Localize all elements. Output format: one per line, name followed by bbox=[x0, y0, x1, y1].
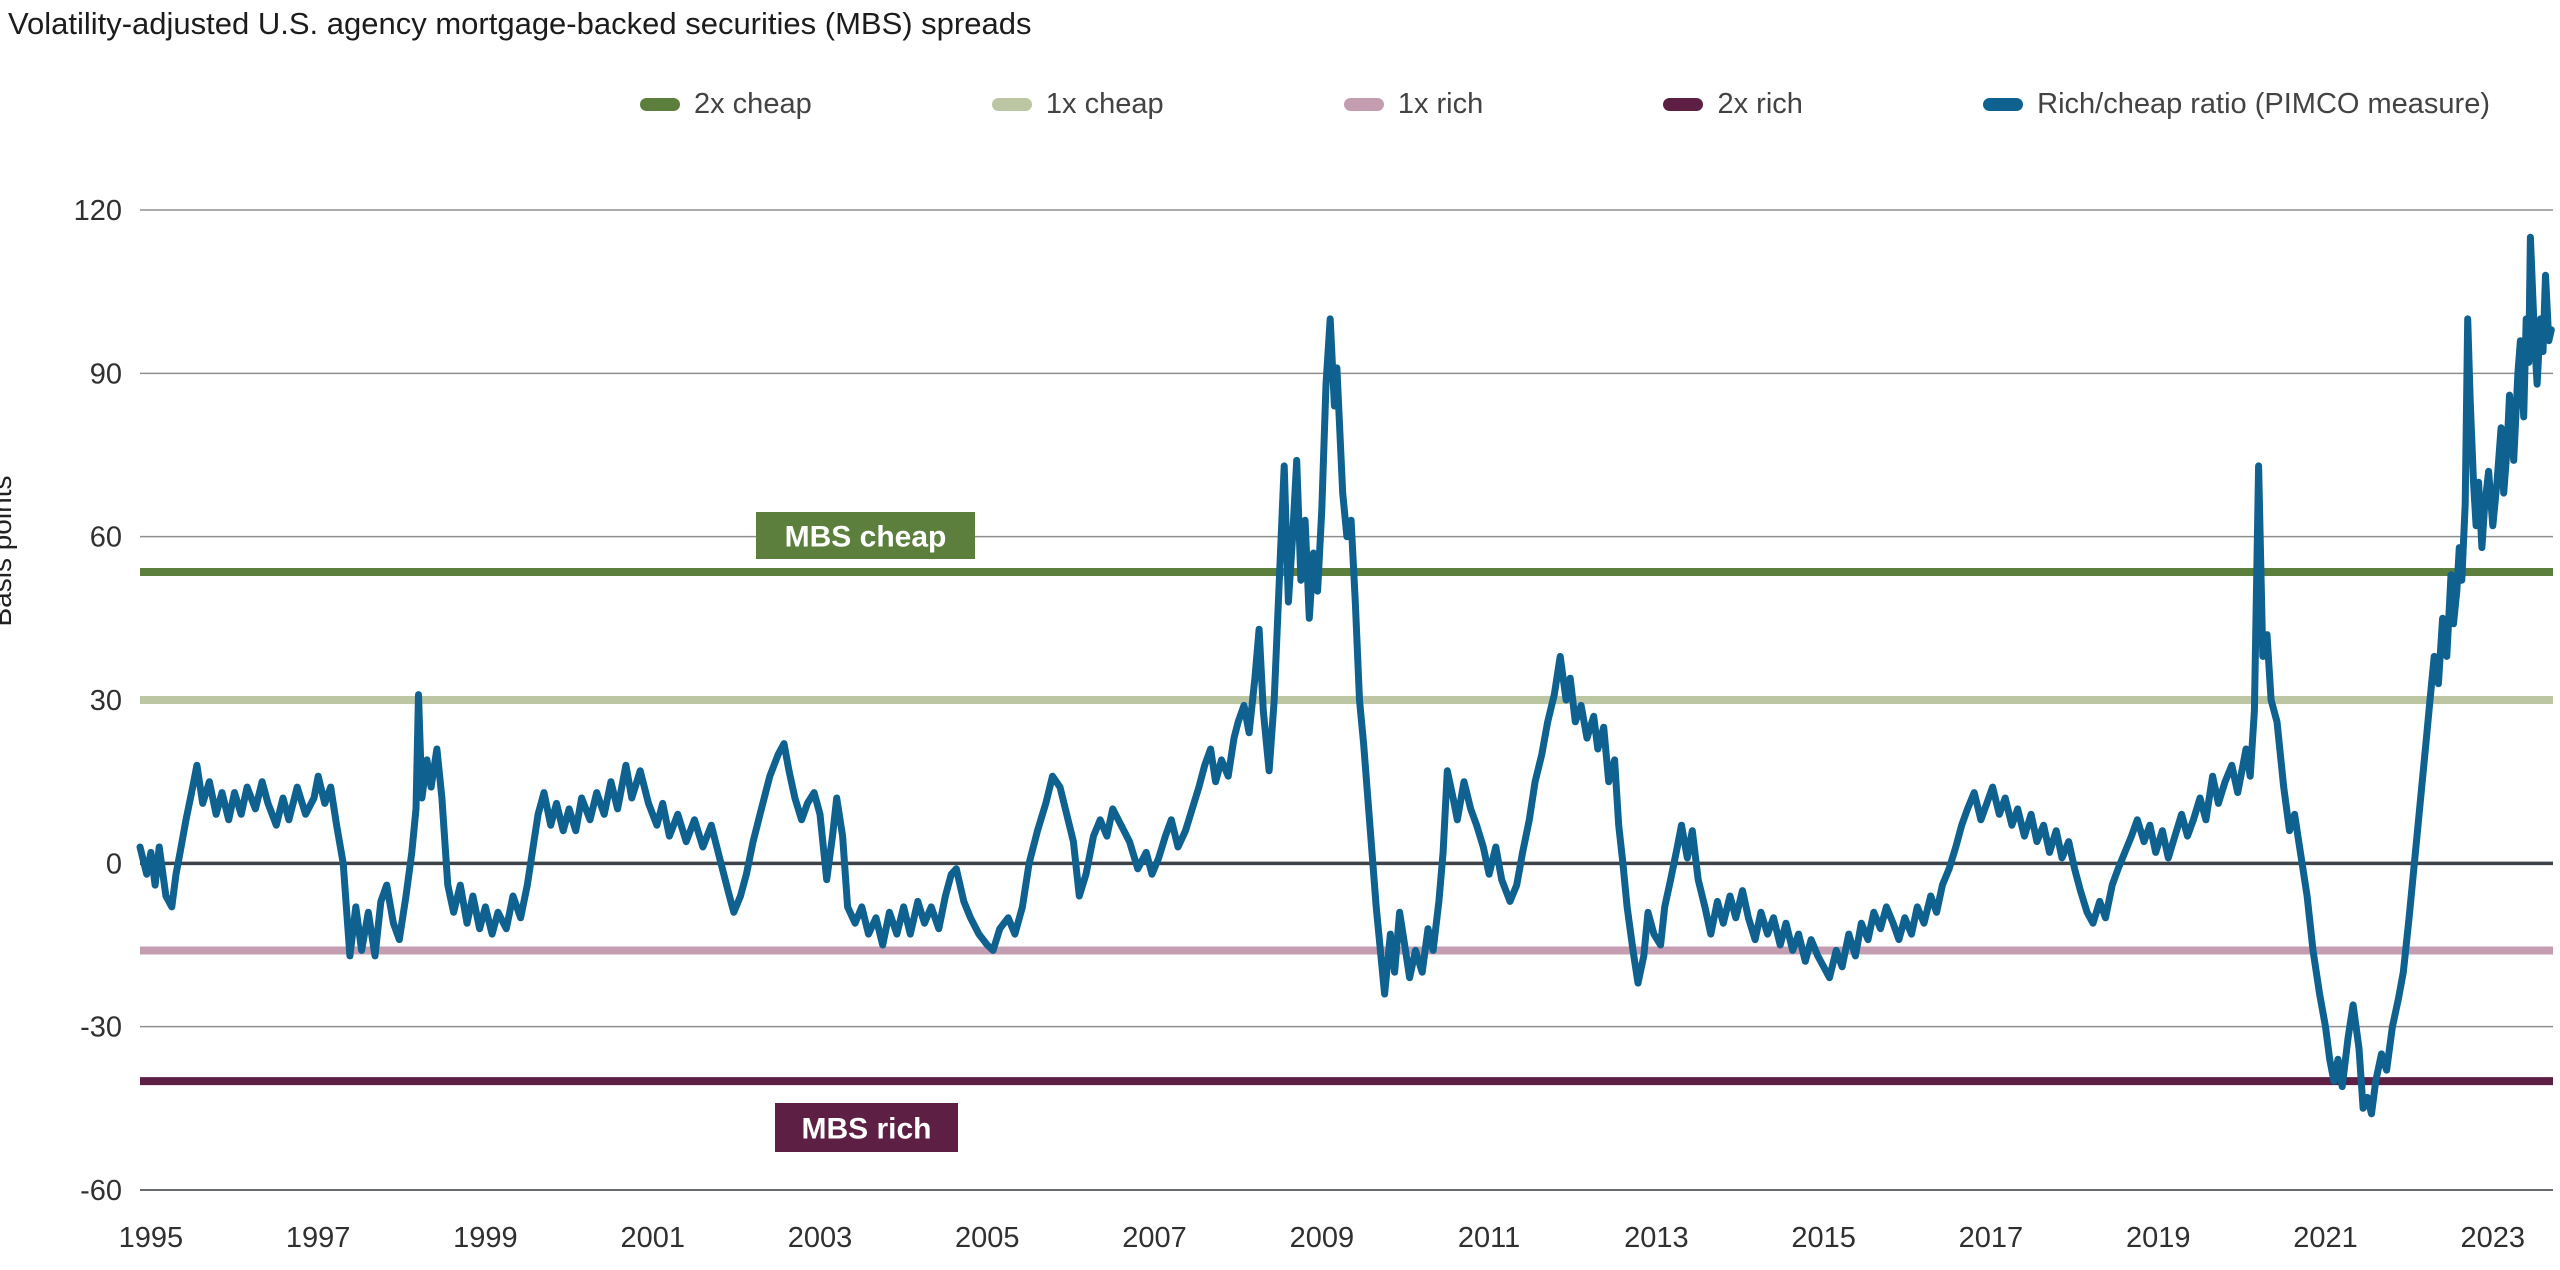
series-line-rich-cheap-ratio bbox=[136, 233, 2555, 1118]
legend-swatch-rich-cheap-ratio bbox=[1983, 98, 2024, 111]
legend-label-1x-rich: 1x rich bbox=[1397, 88, 1484, 120]
legend-label-2x-rich: 2x rich bbox=[1717, 88, 1803, 120]
x-tick-label-2023: 2023 bbox=[2461, 1222, 2526, 1254]
x-tick-label-2019: 2019 bbox=[2126, 1222, 2191, 1254]
legend-item-rich-cheap-ratio: Rich/cheap ratio (PIMCO measure) bbox=[1983, 88, 2490, 121]
legend-label-1x-cheap: 1x cheap bbox=[1045, 88, 1164, 120]
x-tick-label-1997: 1997 bbox=[286, 1222, 351, 1254]
x-tick-label-2003: 2003 bbox=[788, 1222, 853, 1254]
annotation-box-mbs-cheap bbox=[756, 512, 975, 559]
chart-legend: 2x cheap 1x cheap 1x rich 2x rich Rich/cheap… bbox=[640, 88, 2490, 121]
chart-title: Volatility-adjusted U.S. agency mortgage… bbox=[8, 6, 1032, 41]
legend-swatch-2x-rich bbox=[1663, 98, 1704, 111]
y-tick-label-60: 60 bbox=[90, 522, 122, 554]
x-tick-label-2013: 2013 bbox=[1624, 1222, 1689, 1254]
annotation-box-mbs-rich bbox=[775, 1103, 958, 1152]
y-tick-label-30: 30 bbox=[90, 685, 122, 717]
x-tick-label-1999: 1999 bbox=[453, 1222, 518, 1254]
annotation-label-mbs-rich: MBS rich bbox=[801, 1113, 931, 1146]
x-tick-label-2005: 2005 bbox=[955, 1222, 1020, 1254]
x-tick-label-2001: 2001 bbox=[620, 1222, 685, 1254]
legend-item-2x-cheap: 2x cheap bbox=[640, 88, 812, 121]
x-tick-label-2021: 2021 bbox=[2293, 1222, 2358, 1254]
legend-item-2x-rich: 2x rich bbox=[1663, 88, 1803, 121]
y-tick-label-0: 0 bbox=[106, 848, 122, 880]
x-tick-label-1995: 1995 bbox=[119, 1222, 184, 1254]
x-tick-label-2017: 2017 bbox=[1959, 1222, 2024, 1254]
x-tick-label-2007: 2007 bbox=[1122, 1222, 1187, 1254]
legend-item-1x-rich: 1x rich bbox=[1343, 88, 1484, 121]
x-tick-label-2009: 2009 bbox=[1290, 1222, 1355, 1254]
legend-swatch-2x-cheap bbox=[640, 98, 680, 111]
legend-swatch-1x-rich bbox=[1343, 98, 1384, 111]
x-tick-label-2011: 2011 bbox=[1458, 1222, 1520, 1254]
y-tick-label-90: 90 bbox=[90, 358, 122, 390]
annotation-label-mbs-cheap: MBS cheap bbox=[785, 521, 947, 554]
legend-label-rich-cheap-ratio: Rich/cheap ratio (PIMCO measure) bbox=[2037, 88, 2490, 120]
y-tick-label--60: -60 bbox=[80, 1175, 122, 1207]
legend-swatch-1x-cheap bbox=[991, 98, 1032, 111]
x-tick-label-2015: 2015 bbox=[1791, 1222, 1856, 1254]
y-tick-label--30: -30 bbox=[80, 1012, 122, 1044]
y-tick-label-120: 120 bbox=[74, 195, 122, 227]
legend-label-2x-cheap: 2x cheap bbox=[694, 88, 812, 120]
legend-item-1x-cheap: 1x cheap bbox=[991, 88, 1164, 121]
